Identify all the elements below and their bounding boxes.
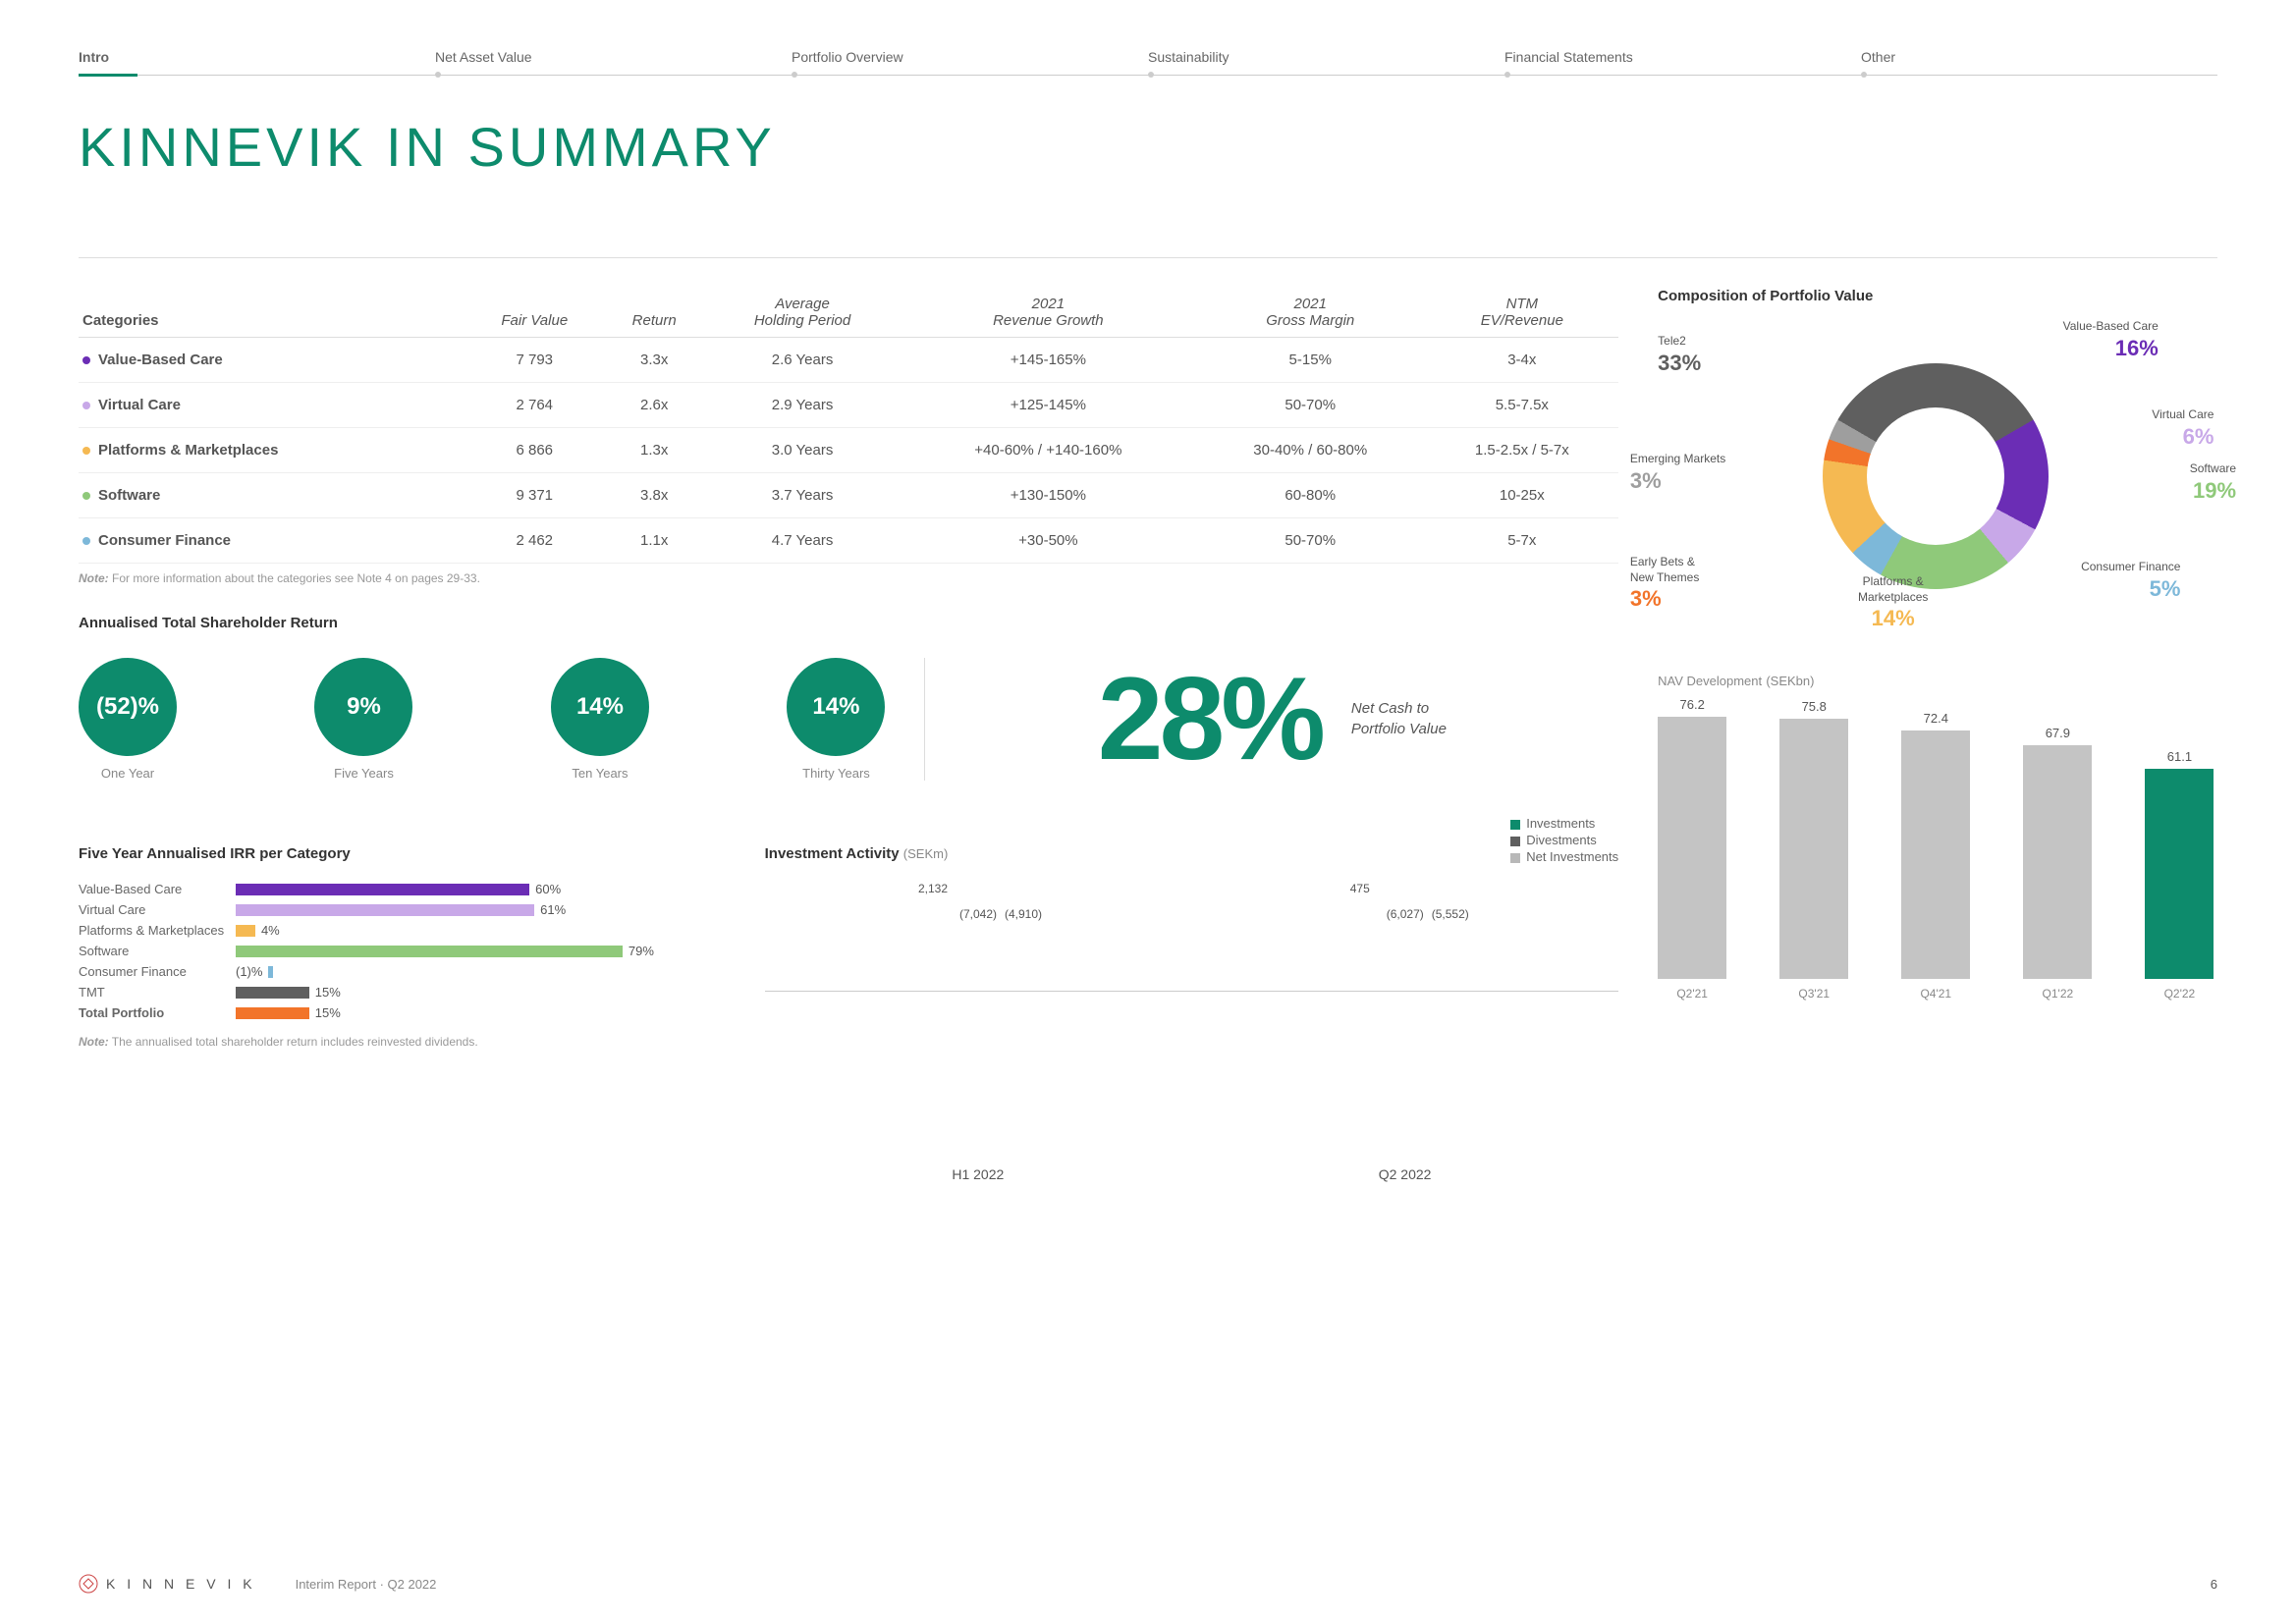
- table-note: Note: For more information about the cat…: [79, 571, 1618, 585]
- x-axis-label: Q3'21: [1779, 987, 1848, 1001]
- net-cash-value: 28%: [1098, 651, 1322, 786]
- divider: [79, 257, 2217, 258]
- investment-title: Investment Activity (SEKm): [765, 845, 1619, 862]
- donut-label: Tele233%: [1658, 334, 1701, 377]
- categories-table: CategoriesFair ValueReturnAverageHolding…: [79, 288, 1618, 564]
- tsr-circle: 14%Ten Years: [551, 658, 649, 781]
- composition-title: Composition of Portfolio Value: [1658, 288, 2214, 304]
- page-title: KINNEVIK IN SUMMARY: [79, 115, 2217, 179]
- irr-row: TMT15%: [79, 985, 726, 1000]
- irr-row: Software79%: [79, 944, 726, 958]
- donut-label: Consumer Finance5%: [2081, 560, 2180, 603]
- table-row: Platforms & Marketplaces6 8661.3x3.0 Yea…: [79, 428, 1618, 473]
- irr-chart: Five Year Annualised IRR per Category Va…: [79, 816, 726, 1182]
- navdev-bar: 76.2: [1658, 717, 1726, 979]
- table-header: Fair Value: [465, 288, 605, 338]
- report-label: Interim Report · Q2 2022: [296, 1577, 437, 1592]
- investment-group: 2,132(7,042)(4,910): [913, 901, 1043, 1157]
- x-axis-label: Q1'22: [2023, 987, 2092, 1001]
- top-nav: IntroNet Asset ValuePortfolio OverviewSu…: [79, 49, 2217, 76]
- composition-donut: Tele233% Value-Based Care16% Virtual Care6…: [1658, 319, 2214, 633]
- navdev-bar: 72.4: [1901, 730, 1970, 979]
- navdev-bar: 67.9: [2023, 745, 2092, 979]
- donut-label: Emerging Markets3%: [1630, 452, 1725, 495]
- x-axis-label: Q2'22: [2145, 987, 2214, 1001]
- donut-label: Virtual Care6%: [2152, 407, 2214, 451]
- footer: K I N N E V I K Interim Report · Q2 2022…: [79, 1574, 2217, 1594]
- chart-axis: [765, 991, 1619, 992]
- navdev-bar: 61.1: [2145, 769, 2214, 979]
- legend-item: Net Investments: [1510, 849, 1618, 864]
- nav-item-intro[interactable]: Intro: [79, 49, 435, 75]
- table-header: 2021Gross Margin: [1195, 288, 1426, 338]
- navdev-title: NAV Development (SEKbn): [1658, 673, 2214, 689]
- table-header: Return: [605, 288, 703, 338]
- navdev-chart: 76.2 75.8 72.4 67.9 61.1: [1658, 704, 2214, 979]
- investment-chart: Investment Activity (SEKm) Investments Di…: [765, 816, 1619, 1182]
- donut-label: Early Bets &New Themes3%: [1630, 555, 1699, 614]
- table-header: Categories: [79, 288, 465, 338]
- x-axis-label: Q2'21: [1658, 987, 1726, 1001]
- irr-row: Total Portfolio15%: [79, 1005, 726, 1020]
- net-cash-label: Net Cash toPortfolio Value: [1351, 698, 1447, 739]
- investment-group: 475(6,027)(5,552): [1340, 901, 1470, 1157]
- donut-label: Value-Based Care16%: [2063, 319, 2159, 362]
- nav-item-portfolio-overview[interactable]: Portfolio Overview: [792, 49, 1148, 75]
- table-row: Consumer Finance2 4621.1x4.7 Years+30-50…: [79, 518, 1618, 564]
- investment-legend: Investments Divestments Net Investments: [1510, 816, 1618, 866]
- nav-item-net-asset-value[interactable]: Net Asset Value: [435, 49, 792, 75]
- tsr-circle: 9%Five Years: [314, 658, 412, 781]
- donut-ring: [1823, 363, 2049, 589]
- irr-row: Virtual Care61%: [79, 902, 726, 917]
- legend-item: Investments: [1510, 816, 1618, 831]
- x-axis-label: Q4'21: [1901, 987, 1970, 1001]
- table-header: 2021Revenue Growth: [902, 288, 1195, 338]
- page-number: 6: [2211, 1577, 2217, 1592]
- table-row: Value-Based Care7 7933.3x2.6 Years+145-1…: [79, 338, 1618, 383]
- irr-row: Consumer Finance(1)%: [79, 964, 726, 979]
- legend-item: Divestments: [1510, 833, 1618, 847]
- navdev-bar: 75.8: [1779, 719, 1848, 979]
- brand-logo: K I N N E V I K: [79, 1574, 256, 1594]
- tsr-title: Annualised Total Shareholder Return: [79, 615, 1618, 631]
- tsr-circles: (52)%One Year 9%Five Years 14%Ten Years 14%…: [79, 658, 925, 781]
- table-header: AverageHolding Period: [703, 288, 901, 338]
- nav-item-sustainability[interactable]: Sustainability: [1148, 49, 1504, 75]
- irr-note: Note: The annualised total shareholder r…: [79, 1035, 726, 1049]
- donut-label: Platforms &Marketplaces14%: [1858, 574, 1928, 633]
- nav-item-other[interactable]: Other: [1861, 49, 2217, 75]
- irr-row: Platforms & Marketplaces4%: [79, 923, 726, 938]
- donut-label: Software19%: [2190, 461, 2236, 505]
- x-axis-label: H1 2022: [952, 1166, 1004, 1182]
- table-header: NTMEV/Revenue: [1425, 288, 1618, 338]
- tsr-circle: 14%Thirty Years: [787, 658, 885, 781]
- x-axis-label: Q2 2022: [1379, 1166, 1432, 1182]
- table-row: Software9 3713.8x3.7 Years+130-150%60-80…: [79, 473, 1618, 518]
- table-row: Virtual Care2 7642.6x2.9 Years+125-145%5…: [79, 383, 1618, 428]
- tsr-circle: (52)%One Year: [79, 658, 177, 781]
- irr-title: Five Year Annualised IRR per Category: [79, 845, 726, 862]
- irr-row: Value-Based Care60%: [79, 882, 726, 896]
- nav-item-financial-statements[interactable]: Financial Statements: [1504, 49, 1861, 75]
